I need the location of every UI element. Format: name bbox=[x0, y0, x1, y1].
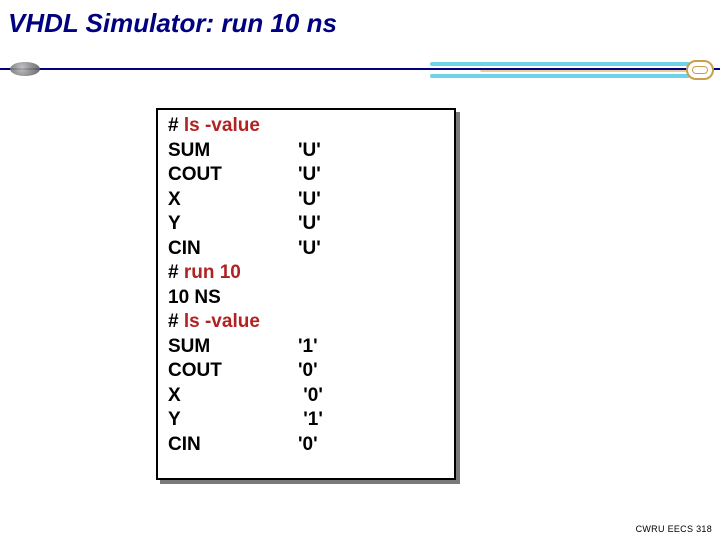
signal-value: 'U' bbox=[298, 237, 321, 262]
code-line: 10 NS bbox=[168, 286, 444, 311]
code-line: Y '1' bbox=[168, 408, 444, 433]
signal-name: COUT bbox=[168, 163, 298, 188]
signal-value: '0' bbox=[298, 359, 318, 384]
code-line: # ls -value bbox=[168, 310, 444, 335]
signal-value: 'U' bbox=[298, 212, 321, 237]
prompt-hash: # bbox=[168, 114, 184, 139]
signal-name: SUM bbox=[168, 139, 298, 164]
code-line: COUT'U' bbox=[168, 163, 444, 188]
signal-name: Y bbox=[168, 212, 298, 237]
signal-value: '1' bbox=[298, 408, 323, 433]
code-line: CIN'U' bbox=[168, 237, 444, 262]
prompt-hash: # bbox=[168, 261, 184, 286]
rule-ornament-left bbox=[10, 62, 40, 76]
plain-text: 10 NS bbox=[168, 286, 221, 311]
command-text: ls -value bbox=[184, 310, 260, 335]
rule-band-top bbox=[430, 62, 690, 66]
signal-value: '0' bbox=[298, 384, 323, 409]
signal-name: CIN bbox=[168, 237, 298, 262]
code-line: COUT'0' bbox=[168, 359, 444, 384]
rule-band-bot bbox=[430, 74, 690, 78]
signal-value: '0' bbox=[298, 433, 318, 458]
signal-name: X bbox=[168, 384, 298, 409]
rule-line bbox=[0, 68, 720, 70]
code-line: X'U' bbox=[168, 188, 444, 213]
code-line: Y'U' bbox=[168, 212, 444, 237]
signal-name: SUM bbox=[168, 335, 298, 360]
page-title: VHDL Simulator: run 10 ns bbox=[8, 8, 337, 39]
signal-value: 'U' bbox=[298, 139, 321, 164]
code-line: SUM'U' bbox=[168, 139, 444, 164]
code-line: CIN'0' bbox=[168, 433, 444, 458]
signal-name: X bbox=[168, 188, 298, 213]
prompt-hash: # bbox=[168, 310, 184, 335]
code-line: SUM'1' bbox=[168, 335, 444, 360]
signal-value: '1' bbox=[298, 335, 318, 360]
slide: VHDL Simulator: run 10 ns # ls -value SU… bbox=[0, 0, 720, 540]
codebox: # ls -value SUM'U' COUT'U' X'U' Y'U' CIN… bbox=[156, 108, 456, 480]
signal-value: 'U' bbox=[298, 163, 321, 188]
rule-ornament-right bbox=[686, 60, 714, 80]
code-line: X '0' bbox=[168, 384, 444, 409]
code-line: # run 10 bbox=[168, 261, 444, 286]
signal-name: COUT bbox=[168, 359, 298, 384]
signal-value: 'U' bbox=[298, 188, 321, 213]
footer-text: CWRU EECS 318 bbox=[636, 524, 712, 534]
title-rule bbox=[0, 56, 720, 84]
command-text: run 10 bbox=[184, 261, 241, 286]
command-text: ls -value bbox=[184, 114, 260, 139]
signal-name: Y bbox=[168, 408, 298, 433]
signal-name: CIN bbox=[168, 433, 298, 458]
code-line: # ls -value bbox=[168, 114, 444, 139]
